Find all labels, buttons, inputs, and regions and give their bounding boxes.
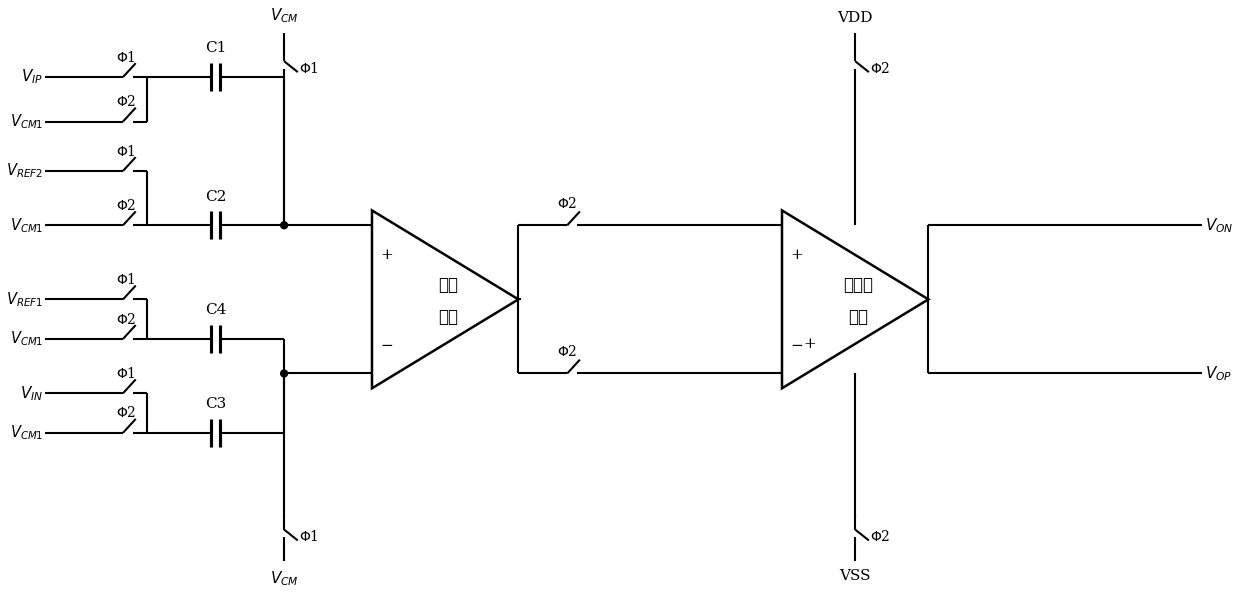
Text: $V_{IP}$: $V_{IP}$	[21, 68, 43, 86]
Text: $V_{ON}$: $V_{ON}$	[1205, 216, 1233, 235]
Text: $V_{CM}$: $V_{CM}$	[270, 6, 299, 25]
Text: $V_{CM}$: $V_{CM}$	[270, 569, 299, 588]
Text: $\Phi$1: $\Phi$1	[117, 272, 136, 287]
Text: C2: C2	[205, 189, 227, 204]
Text: $\Phi$2: $\Phi$2	[869, 529, 890, 544]
Text: $V_{CM1}$: $V_{CM1}$	[10, 330, 43, 348]
Text: $\Phi$2: $\Phi$2	[557, 196, 578, 211]
Text: $\Phi$1: $\Phi$1	[117, 50, 136, 65]
Text: $\Phi$2: $\Phi$2	[115, 198, 136, 213]
Text: +: +	[381, 248, 393, 262]
Text: 差分锁: 差分锁	[843, 276, 873, 293]
Text: VSS: VSS	[839, 569, 870, 583]
Text: $\Phi$2: $\Phi$2	[557, 345, 578, 359]
Text: $V_{OP}$: $V_{OP}$	[1205, 364, 1231, 383]
Text: $V_{CM1}$: $V_{CM1}$	[10, 216, 43, 235]
Text: $\Phi$1: $\Phi$1	[117, 366, 136, 381]
Text: 大器: 大器	[438, 308, 458, 326]
Text: $V_{REF1}$: $V_{REF1}$	[6, 290, 43, 309]
Text: +: +	[790, 248, 804, 262]
Text: $V_{IN}$: $V_{IN}$	[20, 384, 43, 403]
Text: $\Phi$1: $\Phi$1	[299, 529, 319, 544]
Text: $\Phi$2: $\Phi$2	[869, 61, 890, 75]
Text: $\Phi$2: $\Phi$2	[115, 406, 136, 421]
Text: +: +	[804, 337, 816, 351]
Text: $V_{REF2}$: $V_{REF2}$	[6, 162, 43, 180]
Text: VDD: VDD	[837, 11, 873, 25]
Text: $\Phi$2: $\Phi$2	[115, 312, 136, 327]
Text: C4: C4	[205, 303, 227, 317]
Text: $V_{CM1}$: $V_{CM1}$	[10, 424, 43, 442]
Circle shape	[280, 222, 288, 229]
Text: $\Phi$2: $\Phi$2	[115, 94, 136, 109]
Text: C1: C1	[205, 42, 227, 55]
Circle shape	[280, 370, 288, 377]
Text: $-$: $-$	[790, 337, 804, 351]
Text: 预放: 预放	[438, 276, 458, 293]
Text: $\Phi$1: $\Phi$1	[117, 144, 136, 159]
Text: C3: C3	[205, 397, 227, 411]
Text: $V_{CM1}$: $V_{CM1}$	[10, 112, 43, 131]
Text: $\Phi$1: $\Phi$1	[299, 61, 319, 75]
Text: 存器: 存器	[848, 308, 868, 326]
Text: $-$: $-$	[379, 337, 393, 351]
